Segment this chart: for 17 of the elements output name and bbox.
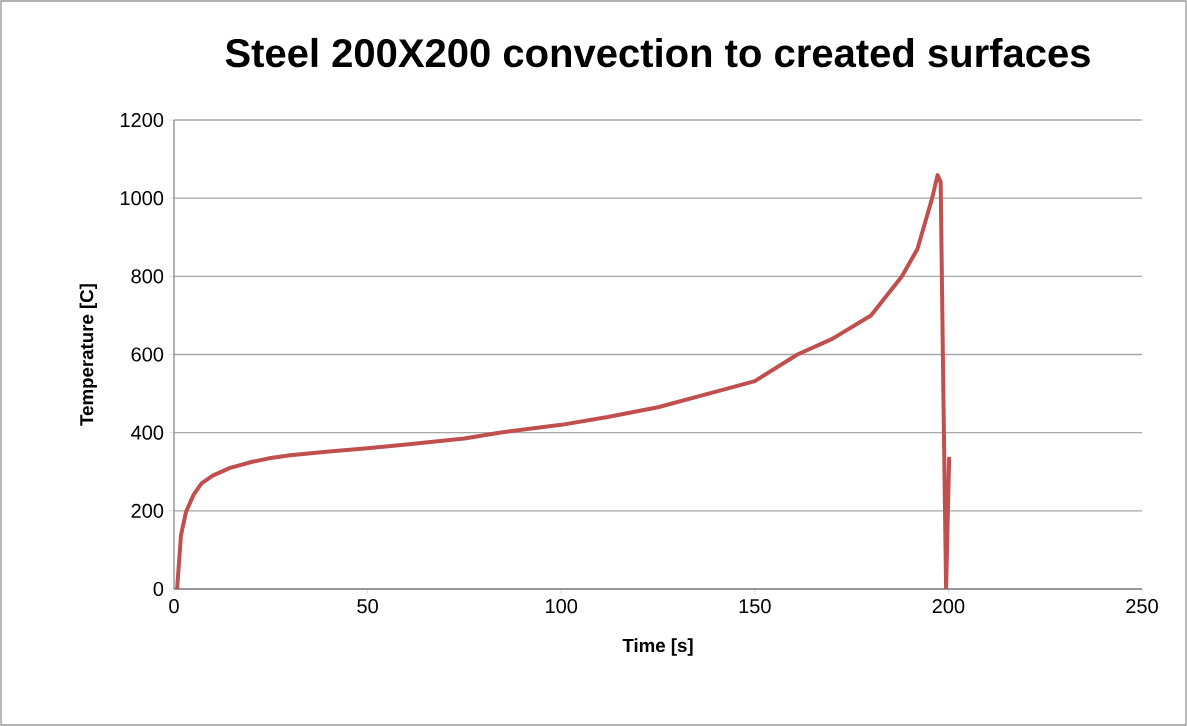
y-tick-label: 400	[131, 425, 164, 440]
y-tick-label: 600	[131, 347, 164, 362]
x-tick-label: 50	[357, 599, 378, 614]
x-tick-label: 0	[169, 599, 179, 614]
x-tick-label: 150	[739, 599, 771, 614]
y-tick-label: 200	[131, 503, 164, 518]
x-tick-label: 250	[1126, 599, 1158, 614]
y-tick-label: 800	[131, 269, 164, 284]
y-tick-label: 0	[153, 581, 164, 597]
y-tick-label: 1000	[121, 191, 164, 206]
y-tick-label: 1200	[121, 112, 164, 128]
chart-title: Steel 200X200 convection to created surfaces	[225, 37, 1090, 68]
line-series	[175, 173, 952, 589]
x-tick-label: 200	[932, 599, 965, 614]
x-axis-title: Time [s]	[622, 638, 693, 656]
x-tick-label: 100	[546, 599, 578, 614]
y-axis-title: Temperature [C]	[79, 284, 97, 426]
